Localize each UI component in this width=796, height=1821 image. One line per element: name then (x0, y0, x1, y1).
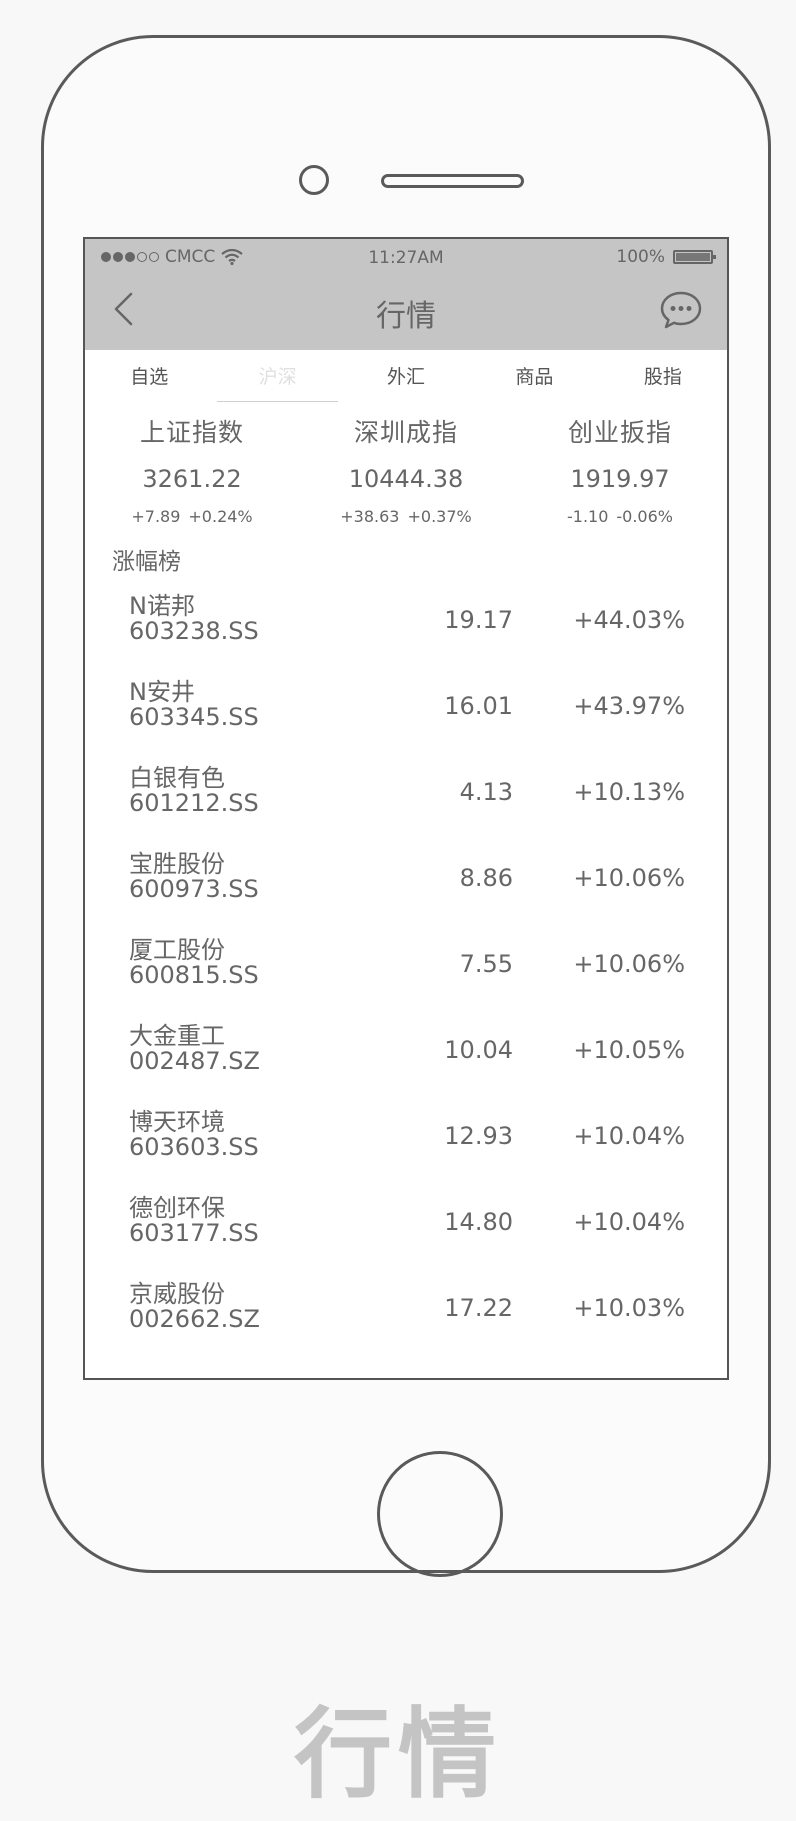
index-change: -1.10 -0.06% (513, 507, 727, 526)
stock-code: 603345.SS (129, 703, 259, 731)
stock-change: +10.05% (573, 1036, 685, 1064)
index-change: +7.89 +0.24% (85, 507, 299, 526)
stock-row[interactable]: N安井 603345.SS 16.01 +43.97% (85, 680, 727, 766)
stock-price: 4.13 (459, 778, 513, 806)
index-change-points: +7.89 (131, 507, 181, 526)
stock-price: 16.01 (444, 692, 513, 720)
index-name: 上证指数 (139, 418, 244, 447)
index-value: 3261.22 (142, 465, 242, 493)
tab-guzhi[interactable]: 股指 (643, 366, 682, 388)
index-change-percent: +0.24% (188, 507, 253, 526)
index-value: 1919.97 (570, 465, 670, 493)
stock-name: 博天环境 (129, 1108, 225, 1136)
stock-price: 8.86 (459, 864, 513, 892)
stock-row[interactable]: 白银有色 601212.SS 4.13 +10.13% (85, 766, 727, 852)
section-title: 涨幅榜 (112, 549, 181, 575)
home-button[interactable] (377, 1451, 503, 1577)
stock-price: 12.93 (444, 1122, 513, 1150)
stock-name: 京威股份 (129, 1280, 225, 1308)
battery-icon (673, 250, 716, 264)
index-change: +38.63 +0.37% (299, 507, 513, 526)
index-name: 创业扳指 (567, 418, 672, 447)
signal-icon (101, 252, 159, 262)
index-change-percent: -0.06% (616, 507, 673, 526)
stock-name: 德创环保 (129, 1194, 225, 1222)
stock-row[interactable]: 大金重工 002487.SZ 10.04 +10.05% (85, 1024, 727, 1110)
battery-label: 100% (616, 247, 665, 267)
market-tabs: 自选 沪深 外汇 商品 股指 (85, 350, 727, 402)
gainers-list: N诺邦 603238.SS 19.17 +44.03% N安井 603345.S… (85, 594, 727, 1368)
navigation-header: CMCC 11:27AM 100% 行情 (85, 239, 727, 350)
camera-icon (299, 165, 329, 195)
stock-change: +10.03% (573, 1294, 685, 1322)
stock-name: 厦工股份 (129, 936, 225, 964)
stock-change: +10.13% (573, 778, 685, 806)
index-name: 深圳成指 (353, 418, 458, 447)
tab-hushen[interactable]: 沪深 (213, 350, 341, 402)
tab-shangpin[interactable]: 商品 (515, 366, 554, 388)
stock-code: 002487.SZ (129, 1047, 260, 1075)
index-card[interactable]: 上证指数 3261.22 +7.89 +0.24% (85, 407, 299, 527)
app-screen: CMCC 11:27AM 100% 行情 自选 沪深 (83, 237, 729, 1380)
stock-name: 白银有色 (129, 764, 225, 792)
status-right: 100% (616, 247, 716, 267)
stock-name: 宝胜股份 (129, 850, 225, 878)
tab-zixuan[interactable]: 自选 (130, 366, 169, 388)
index-card[interactable]: 深圳成指 10444.38 +38.63 +0.37% (299, 407, 513, 527)
stock-change: +10.04% (573, 1122, 685, 1150)
index-card[interactable]: 创业扳指 1919.97 -1.10 -0.06% (513, 407, 727, 527)
stock-row[interactable]: 德创环保 603177.SS 14.80 +10.04% (85, 1196, 727, 1282)
index-change-points: +38.63 (340, 507, 400, 526)
wifi-icon (221, 249, 243, 265)
stock-row[interactable]: 宝胜股份 600973.SS 8.86 +10.06% (85, 852, 727, 938)
chat-bubble-icon[interactable] (659, 289, 703, 331)
stock-change: +10.06% (573, 864, 685, 892)
status-left: CMCC (101, 247, 243, 267)
stock-code: 603238.SS (129, 617, 259, 645)
stock-price: 10.04 (444, 1036, 513, 1064)
stock-change: +43.97% (573, 692, 685, 720)
tab-waihui[interactable]: 外汇 (387, 366, 426, 388)
status-time: 11:27AM (368, 248, 444, 268)
index-summary: 上证指数 3261.22 +7.89 +0.24% 深圳成指 10444.38 +… (85, 407, 727, 527)
stock-code: 603603.SS (129, 1133, 259, 1161)
stock-code: 603177.SS (129, 1219, 259, 1247)
stock-name: N安井 (129, 678, 195, 706)
stock-price: 19.17 (444, 606, 513, 634)
stock-change: +10.04% (573, 1208, 685, 1236)
stock-code: 601212.SS (129, 789, 259, 817)
stock-code: 600815.SS (129, 961, 259, 989)
stock-price: 7.55 (459, 950, 513, 978)
index-value: 10444.38 (348, 465, 464, 493)
stock-name: 大金重工 (129, 1022, 225, 1050)
stock-name: N诺邦 (129, 592, 195, 620)
stock-code: 600973.SS (129, 875, 259, 903)
stock-row[interactable]: N诺邦 603238.SS 19.17 +44.03% (85, 594, 727, 680)
page-caption: 行情 (293, 1698, 502, 1812)
stock-row[interactable]: 博天环境 603603.SS 12.93 +10.04% (85, 1110, 727, 1196)
index-change-percent: +0.37% (407, 507, 472, 526)
stock-row[interactable]: 京威股份 002662.SZ 17.22 +10.03% (85, 1282, 727, 1368)
stock-price: 17.22 (444, 1294, 513, 1322)
page-title: 行情 (376, 299, 436, 334)
stock-row[interactable]: 厦工股份 600815.SS 7.55 +10.06% (85, 938, 727, 1024)
stock-code: 002662.SZ (129, 1305, 260, 1333)
stock-change: +10.06% (573, 950, 685, 978)
stock-change: +44.03% (573, 606, 685, 634)
speaker-icon (381, 174, 524, 188)
carrier-label: CMCC (165, 247, 216, 267)
chevron-left-icon[interactable] (109, 289, 139, 329)
index-change-points: -1.10 (566, 507, 609, 526)
stock-price: 14.80 (444, 1208, 513, 1236)
